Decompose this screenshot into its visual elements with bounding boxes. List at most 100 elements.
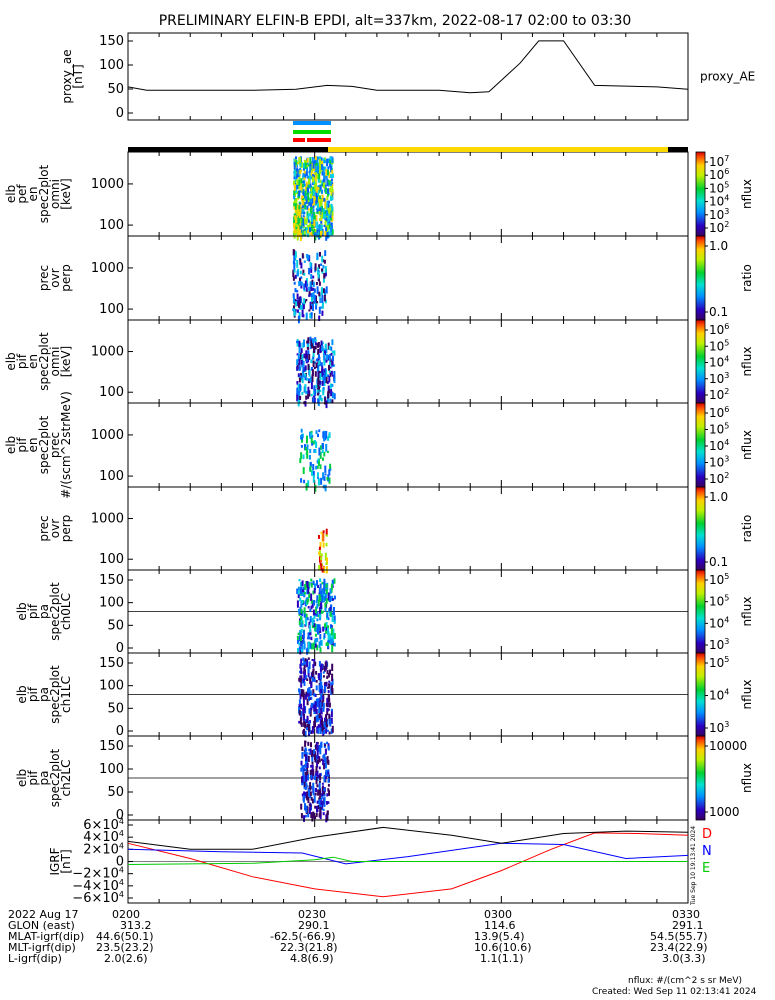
spectrogram-cell [319,719,322,728]
spectrogram-cell [326,813,329,821]
spectrogram-cell [326,801,328,805]
spectrogram-cell [327,638,330,643]
spectrogram-cell [327,188,330,195]
spectrogram-cell [300,439,303,443]
spectrogram-cell [320,758,323,761]
spectrogram-cell [313,294,316,302]
panel-ylabel: spec2plot [37,415,51,474]
spectrogram-cell [301,253,304,259]
spectrogram-cell [319,607,321,614]
spectrogram-cell [330,222,333,226]
spectrogram-cell [309,227,311,233]
orbit-cell-3-1: 22.3(21.8) [280,941,338,954]
spectrogram-cell [295,156,297,160]
spectrogram-cell [321,160,324,165]
spectrogram-cell [303,671,306,679]
spectrogram-cell [321,700,324,707]
spectrogram-cell [300,760,303,766]
spectrogram-cell [329,463,332,469]
spectrogram-cell [305,620,308,626]
spectrogram-cell [308,661,311,670]
spectrogram-cell [303,260,306,263]
spectrogram-cell [297,591,300,599]
spectrogram-cell [309,165,312,171]
spectrogram-cell [331,365,334,368]
spectrogram-cell [300,217,303,224]
spectrogram-cell [302,586,305,591]
orbit-cell-0-3: 0330 [672,908,700,921]
spectrogram-cell [298,720,301,724]
spectrogram-cell [322,386,325,391]
spectrogram-cell [329,187,332,193]
spectrogram-cell [293,169,296,177]
spectrogram-cell [320,708,323,714]
spectrogram-cell [299,670,302,674]
spectrogram-cell [300,658,303,667]
spectrogram-cell [316,211,319,214]
spectrogram-cell [307,213,310,221]
spectrogram-cell [307,337,310,344]
spectrogram-cell [303,643,306,650]
spectrogram-cell [307,386,310,394]
spectrogram-cell [311,369,314,376]
spectrogram-cell [307,657,310,660]
spectrogram-cell [297,233,299,238]
spectrogram-cell [306,225,309,229]
spectrogram-cell [319,665,322,673]
spectrogram-cell [318,547,321,550]
spectrogram-cell [330,215,333,220]
spectrogram-cell [299,383,301,389]
spectrogram-cell [324,350,326,356]
spectrogram-cell [315,600,318,604]
spectrogram-cell [307,755,310,762]
spectrogram-cell [318,587,321,595]
panel-ylabel: pif [26,603,40,619]
spectrogram-cell [318,200,321,207]
spectrogram-cell [297,608,300,613]
spectrogram-cell [293,184,296,191]
orbit-cell-1-3: 291.1 [672,919,704,932]
spectrogram-cell [292,296,295,304]
spectrogram-cell [300,667,303,675]
colorbar-tick-label: 103 [709,371,729,386]
spectrogram-cell [310,341,313,347]
spectrogram-cell [325,630,328,634]
y-tick-label: 150 [99,573,124,588]
spectrogram-cell [321,310,324,316]
spectrogram-cell [318,429,321,433]
spectrogram-cell [316,613,318,617]
spectrogram-cell [292,293,295,298]
spectrogram-cell [309,301,312,310]
spectrogram-cell [321,793,324,799]
spectrogram-cell [307,480,310,487]
spectrogram-cell [296,381,299,385]
spectrogram-cell [318,766,321,770]
spectrogram-cell [323,160,326,164]
spectrogram-cell [310,812,313,818]
spectrogram-cell [313,588,316,594]
spectrogram-cell [328,477,331,484]
spectrogram-cell [326,395,329,403]
colorbar-tick-label: 103 [709,720,729,735]
spectrogram-cell [311,622,314,629]
spectrogram-cell [317,379,320,388]
spectrogram-cell [305,160,308,164]
spectrogram-cell [300,622,303,627]
spectrogram-cell [306,698,309,706]
panel-ylabel: omni [48,347,62,377]
spectrogram-cell [321,727,324,732]
spectrogram-cell [293,180,295,185]
spectrogram-cell [306,648,309,655]
spectrogram-cell [311,156,314,164]
spectrogram-cell [318,205,321,208]
spectrogram-cell [310,765,313,768]
orbit-cell-2-0: 44.6(50.1) [96,930,154,943]
colorbar [695,235,706,321]
proxy-ae-series-label: proxy_AE [700,70,755,84]
spectrogram-cell [311,470,313,476]
colorbar-tick-label: 105 [709,338,729,353]
spectrogram-cell [316,301,319,304]
spectrogram-cell [310,643,313,650]
spectrogram-cell [328,713,331,720]
panel-ylabel: perp [59,264,73,292]
